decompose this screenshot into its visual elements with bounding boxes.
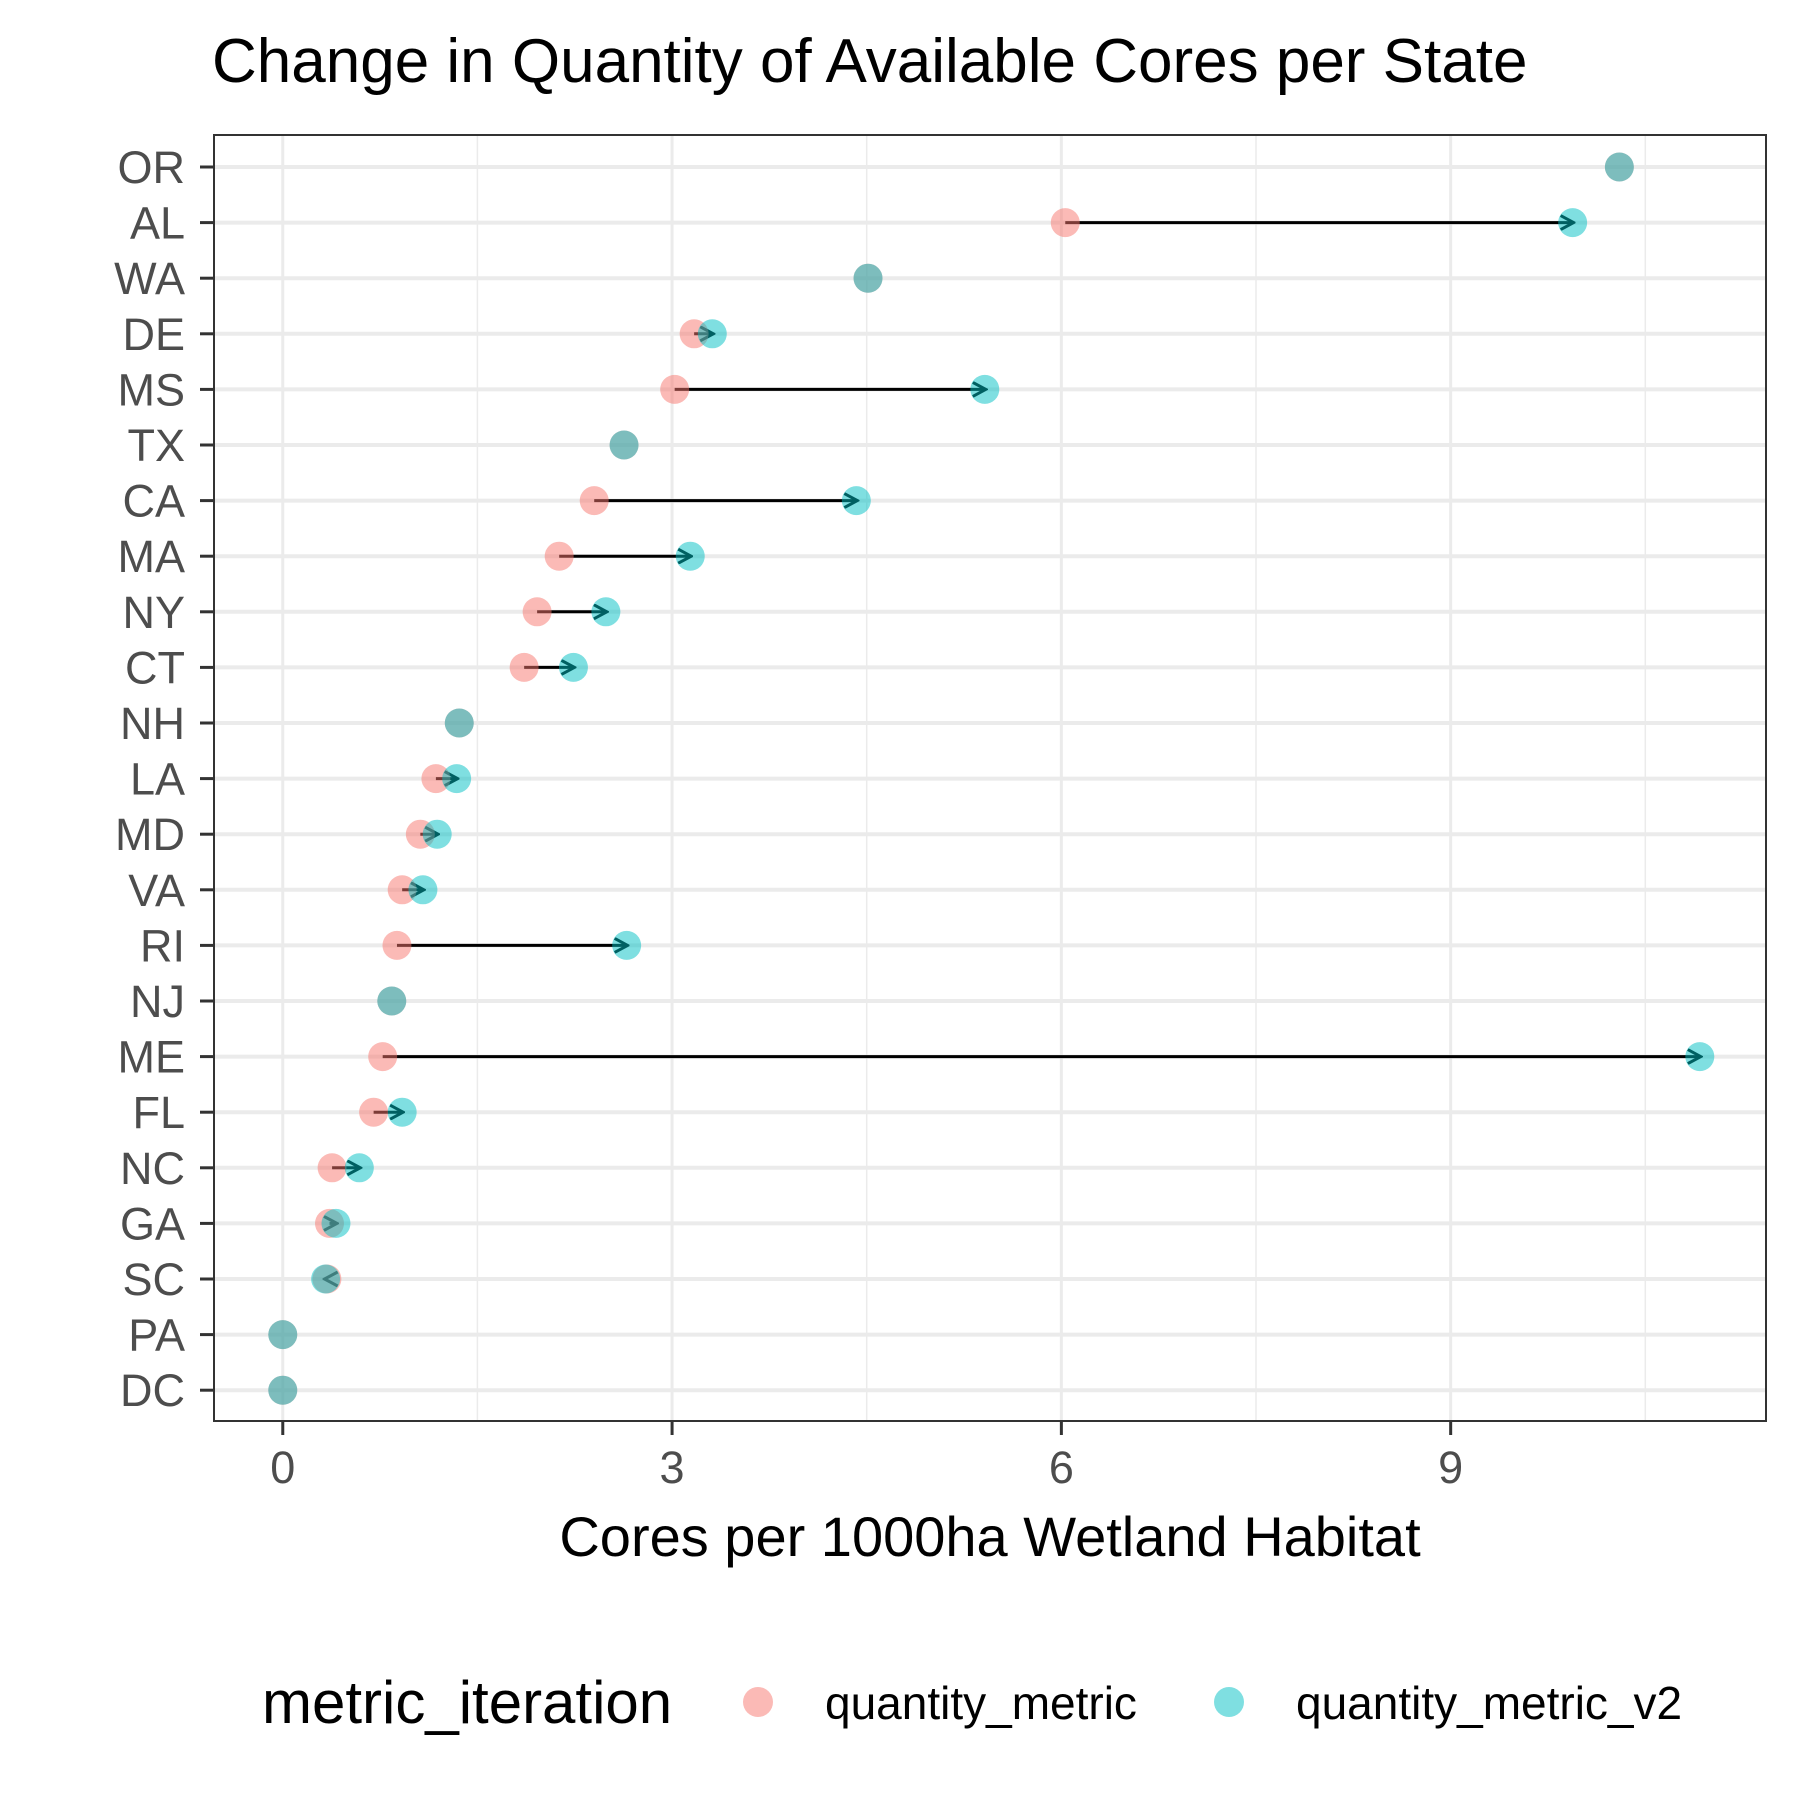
y-tick-label-ca: CA: [122, 476, 185, 527]
point-quantity-metric-v2-pa: [268, 1320, 298, 1350]
point-quantity-metric-v2-ms: [970, 374, 1000, 404]
y-tick-label-fl: FL: [132, 1087, 185, 1138]
y-tick-label-ms: MS: [118, 364, 186, 415]
y-tick-label-sc: SC: [122, 1254, 185, 1305]
point-quantity-metric-al: [1050, 208, 1080, 238]
point-quantity-metric-la: [421, 764, 451, 794]
y-tick-label-ma: MA: [118, 531, 186, 582]
x-tick-label-3: 3: [660, 1442, 685, 1493]
x-axis-title: Cores per 1000ha Wetland Habitat: [559, 1505, 1421, 1568]
point-quantity-metric-v2-dc: [268, 1375, 298, 1405]
legend-label-quantity-metric: quantity_metric: [825, 1677, 1137, 1729]
point-quantity-metric-v2-ny: [591, 597, 621, 627]
y-tick-label-ga: GA: [120, 1198, 185, 1249]
y-tick-label-dc: DC: [120, 1365, 185, 1416]
y-tick-label-or: OR: [118, 142, 186, 193]
y-tick-label-va: VA: [128, 865, 185, 916]
point-quantity-metric-va: [387, 875, 417, 905]
point-quantity-metric-ri: [382, 930, 412, 960]
y-tick-label-tx: TX: [127, 420, 185, 471]
point-quantity-metric-v2-al: [1558, 208, 1588, 238]
point-quantity-metric-v2-tx: [609, 430, 639, 460]
point-quantity-metric-v2-va: [408, 875, 438, 905]
point-quantity-metric-v2-ca: [841, 486, 871, 516]
point-quantity-metric-v2-ct: [558, 652, 588, 682]
point-quantity-metric-v2-or: [1604, 152, 1634, 182]
point-quantity-metric-ma: [544, 541, 574, 571]
point-quantity-metric-ct: [509, 652, 539, 682]
point-quantity-metric-v2-nj: [377, 986, 407, 1016]
legend-title: metric_iteration: [262, 1669, 672, 1736]
chart-title: Change in Quantity of Available Cores pe…: [212, 27, 1527, 96]
y-tick-label-la: LA: [130, 754, 185, 805]
grid-lines: [214, 135, 1766, 1421]
point-quantity-metric-ny: [522, 597, 552, 627]
point-quantity-metric-v2-ma: [675, 541, 705, 571]
y-tick-label-wa: WA: [114, 253, 185, 304]
point-quantity-metric-v2-nh: [444, 708, 474, 738]
point-quantity-metric-v2-la: [442, 764, 472, 794]
point-quantity-metric-v2-me: [1685, 1042, 1715, 1072]
point-quantity-metric-v2-ga: [321, 1208, 351, 1238]
legend: metric_iteration quantity_metric quantit…: [262, 1669, 1682, 1736]
y-tick-label-nh: NH: [120, 698, 185, 749]
data-points: [268, 152, 1715, 1405]
y-tick-label-al: AL: [130, 198, 185, 249]
point-quantity-metric-v2-fl: [387, 1097, 417, 1127]
y-tick-label-ri: RI: [140, 920, 185, 971]
point-quantity-metric-v2-de: [697, 319, 727, 349]
y-tick-label-pa: PA: [128, 1310, 185, 1361]
y-tick-label-me: ME: [118, 1032, 186, 1083]
y-tick-label-de: DE: [122, 309, 185, 360]
point-quantity-metric-v2-ri: [612, 930, 642, 960]
x-tick-label-0: 0: [270, 1442, 295, 1493]
point-quantity-metric-fl: [359, 1097, 389, 1127]
point-quantity-metric-ms: [660, 374, 690, 404]
point-quantity-metric-nc: [317, 1153, 347, 1183]
x-tick-label-6: 6: [1049, 1442, 1074, 1493]
x-tick-label-9: 9: [1438, 1442, 1463, 1493]
point-quantity-metric-me: [368, 1042, 398, 1072]
point-quantity-metric-v2-sc: [311, 1264, 341, 1294]
point-quantity-metric-v2-md: [422, 819, 452, 849]
legend-swatch-quantity-metric: [743, 1687, 773, 1717]
point-quantity-metric-ca: [579, 486, 609, 516]
y-tick-label-nc: NC: [120, 1143, 185, 1194]
legend-label-quantity-metric-v2: quantity_metric_v2: [1296, 1677, 1682, 1729]
y-axis: ORALWADEMSTXCAMANYCTNHLAMDVARINJMEFLNCGA…: [114, 142, 214, 1416]
x-axis: 0 3 6 9: [270, 1421, 1463, 1493]
point-quantity-metric-v2-wa: [853, 263, 883, 293]
y-tick-label-md: MD: [115, 809, 185, 860]
legend-swatch-quantity-metric-v2: [1214, 1687, 1244, 1717]
point-quantity-metric-v2-nc: [344, 1153, 374, 1183]
y-tick-label-nj: NJ: [130, 976, 185, 1027]
y-tick-label-ct: CT: [125, 642, 185, 693]
y-tick-label-ny: NY: [122, 587, 185, 638]
